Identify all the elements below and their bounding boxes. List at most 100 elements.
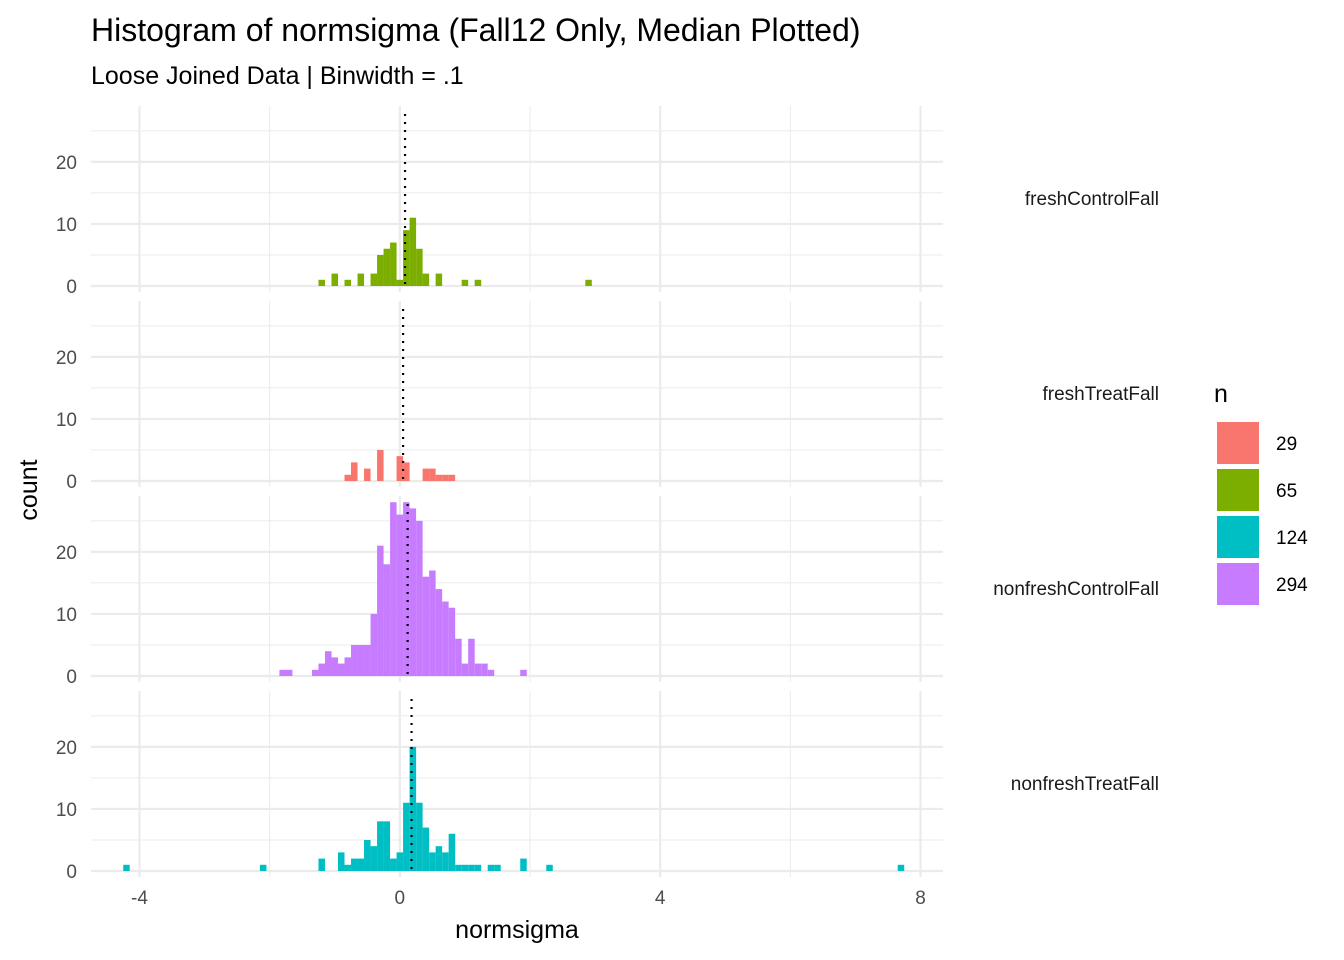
histogram-bar [390, 502, 397, 676]
legend-label: 65 [1276, 481, 1297, 502]
facet-strip-label: freshControlFall [1025, 189, 1159, 210]
histogram-bar [455, 638, 462, 676]
histogram-bar [351, 858, 358, 871]
histogram-bar [318, 663, 325, 676]
histogram-bar [318, 858, 325, 871]
y-tick-label: 20 [56, 153, 77, 174]
histogram-bar [409, 217, 417, 286]
histogram-bar [324, 651, 332, 676]
y-tick-label: 10 [56, 410, 77, 431]
histogram-bar [396, 514, 404, 676]
histogram-bar [448, 474, 456, 481]
histogram-bar [409, 746, 417, 871]
histogram-bar [370, 273, 378, 286]
histogram-bar [442, 474, 449, 481]
histogram-bar [331, 657, 339, 676]
x-tick-label: 0 [395, 888, 406, 909]
histogram-bar [396, 279, 404, 286]
legend-key [1217, 563, 1259, 605]
histogram-bar [520, 858, 527, 871]
histogram-bar [364, 644, 371, 676]
x-axis: -4 0 4 8 [131, 888, 926, 909]
histogram-bar [487, 669, 495, 676]
legend: n 29 65 124 294 [1214, 380, 1308, 605]
y-axis-title: count [15, 459, 43, 520]
histogram-bar [546, 864, 553, 871]
histogram-bar [338, 852, 345, 871]
histogram-bar [403, 462, 410, 481]
facet-strip-label: nonfreshControlFall [993, 579, 1159, 600]
histogram-bar [364, 468, 371, 481]
y-tick-label: 20 [56, 543, 77, 564]
histogram-bar [344, 279, 352, 286]
histogram-bar [403, 502, 410, 676]
histogram-bar [377, 821, 384, 871]
histogram-bar [442, 601, 449, 676]
histogram-bar [585, 279, 592, 286]
histogram-bar [422, 273, 430, 286]
facet-panel-nonfreshControlFall: 0 10 20 nonfreshControlFall [56, 496, 1159, 688]
histogram-bar [311, 669, 319, 676]
histogram-bar [285, 669, 293, 676]
histogram-bar [383, 248, 391, 286]
histogram-bar [357, 858, 365, 871]
legend-key [1217, 516, 1259, 558]
y-tick-label: 0 [66, 667, 77, 688]
legend-label: 294 [1276, 575, 1308, 596]
histogram-bar [390, 858, 397, 871]
histogram-bar [442, 852, 449, 871]
histogram-bar [897, 864, 905, 871]
legend-key [1217, 469, 1259, 511]
x-tick-label: 4 [655, 888, 666, 909]
histogram-bar [435, 474, 443, 481]
histogram-bar [318, 279, 325, 286]
histogram-bar [383, 564, 391, 676]
histogram-bar [455, 864, 462, 871]
histogram-bar [448, 607, 456, 676]
chart-subtitle: Loose Joined Data | Binwidth = .1 [91, 62, 464, 90]
y-tick-label: 10 [56, 215, 77, 236]
histogram-bar [390, 242, 397, 286]
histogram-bar [468, 864, 475, 871]
facet-strip-label: nonfreshTreatFall [1011, 774, 1159, 795]
histogram-bar [377, 545, 384, 676]
y-tick-label: 0 [66, 277, 77, 298]
histogram-bar [351, 462, 358, 481]
histogram-bar [403, 802, 410, 871]
histogram-bar [435, 589, 443, 676]
histogram-bar [338, 663, 345, 676]
histogram-bar [481, 663, 488, 676]
histogram-bar [396, 456, 404, 481]
histogram-bar [396, 852, 404, 871]
histogram-bar [344, 657, 352, 676]
histogram-bar [357, 273, 365, 286]
facet-panels: 0 10 20 freshControlFall 0 10 20 freshTreatFall… [56, 106, 1159, 883]
facet-panel-nonfreshTreatFall: 0 10 20 nonfreshTreatFall [56, 691, 1159, 883]
y-tick-label: 10 [56, 605, 77, 626]
y-tick-label: 0 [66, 472, 77, 493]
histogram-bar [259, 864, 267, 871]
histogram-bar [474, 864, 482, 871]
histogram-bar [494, 864, 501, 871]
facet-panel-freshTreatFall: 0 10 20 freshTreatFall [56, 301, 1159, 493]
histogram-bar [351, 644, 358, 676]
histogram-bar [364, 839, 371, 871]
legend-label: 124 [1276, 528, 1308, 549]
histogram-bar [422, 468, 430, 481]
y-tick-label: 20 [56, 348, 77, 369]
legend-key [1217, 422, 1259, 464]
x-axis-title: normsigma [455, 916, 579, 944]
histogram-bar [344, 864, 352, 871]
legend-label: 29 [1276, 434, 1297, 455]
x-tick-label: -4 [131, 888, 148, 909]
histogram-bar [409, 508, 417, 676]
histogram-bar [468, 638, 475, 676]
histogram-bar [344, 474, 352, 481]
facet-panel-freshControlFall: 0 10 20 freshControlFall [56, 106, 1159, 298]
x-tick-label: 8 [915, 888, 926, 909]
histogram-bar [448, 833, 456, 871]
legend-title: n [1214, 380, 1228, 408]
histogram-bar [377, 254, 384, 286]
histogram-bar [461, 864, 469, 871]
